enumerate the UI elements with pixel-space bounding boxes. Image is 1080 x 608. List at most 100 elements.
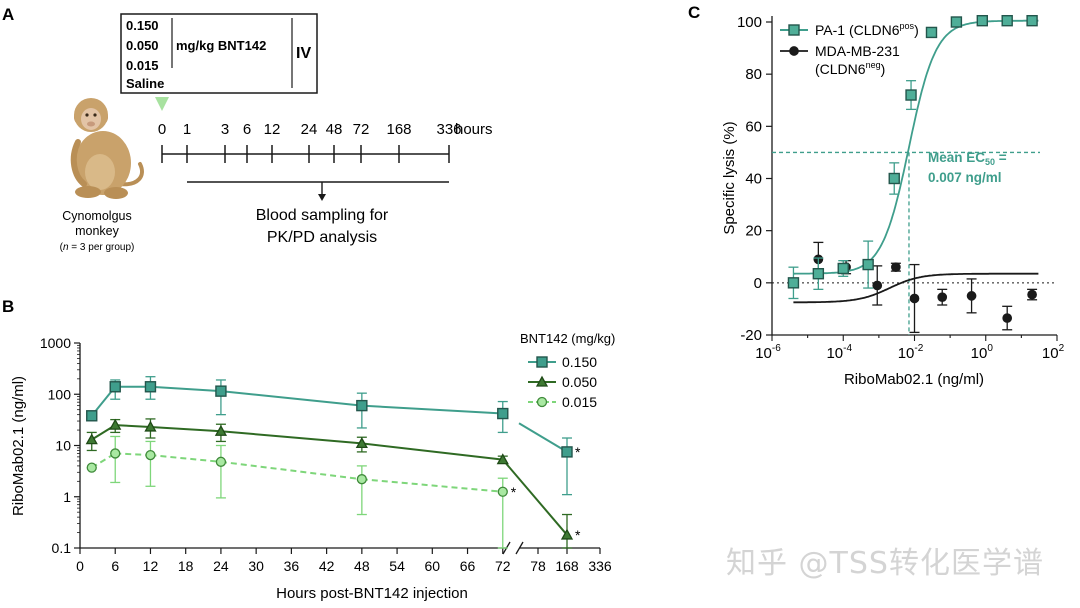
species-line2: monkey	[75, 224, 120, 238]
timeline-tick-label-8: 168	[386, 121, 411, 138]
dose-0015: 0.015	[126, 58, 159, 73]
b-xtick-label-4: 24	[213, 558, 229, 574]
b-significance-star: *	[511, 484, 517, 500]
b-break-mark-2	[515, 541, 524, 555]
c-point-0-0	[787, 277, 800, 289]
b-ylabel: RiboMab02.1 (ng/ml)	[10, 376, 27, 516]
c-xtick-label-3: 100	[971, 343, 994, 362]
c-series-1	[793, 241, 1039, 334]
c-legend-sup: pos	[900, 21, 915, 31]
timeline-tick-label-3: 6	[243, 121, 251, 138]
c-xtick-base: 10	[755, 345, 772, 362]
c-xtick-exp: -6	[772, 343, 781, 354]
c-point-0-7	[950, 16, 963, 28]
panel-a-letter: A	[2, 5, 14, 24]
b-ytick-label-4: 1000	[40, 335, 71, 351]
b-point-0.015-6	[110, 448, 121, 459]
c-point-1-7	[1002, 313, 1013, 323]
b-significance-star: *	[575, 444, 581, 460]
ec50-annotation-line1: Mean EC50 =	[928, 150, 1007, 167]
dose-unit: mg/kg BNT142	[176, 38, 266, 53]
timeline-tick-label-2: 3	[221, 121, 229, 138]
dose-0150: 0.150	[126, 18, 159, 33]
c-point-0-6	[925, 26, 938, 39]
b-point-0.015-24	[215, 456, 227, 467]
c-point-1-2	[872, 280, 883, 291]
ec50-annotation-line2: 0.007 ng/ml	[928, 170, 1002, 185]
b-xtick-label-13: 78	[530, 558, 546, 574]
species-line1: Cynomolgus	[62, 209, 131, 223]
group-size: (n = 3 per group)	[60, 242, 135, 253]
b-line-segment	[150, 425, 221, 433]
b-xtick-label-7: 42	[319, 558, 335, 574]
c-ytick-label-6: 100	[737, 14, 762, 31]
c-fit-curve	[793, 272, 1039, 304]
timeline-tick-label-4: 12	[264, 121, 281, 138]
c-legend-label-mda-line2: (CLDN6neg)	[815, 60, 885, 77]
timeline-tick-label-1: 1	[183, 121, 191, 138]
b-point-0.150-2	[86, 410, 98, 422]
timeline-unit: hours	[455, 121, 493, 138]
panel-c: C Specific lysis (%) RiboMab02.1 (ng/ml)…	[688, 3, 1065, 388]
b-xtick-label-14: 168	[555, 558, 579, 574]
b-point-0.150-12	[144, 381, 157, 393]
c-legend: PA-1 (CLDN6pos) MDA-MB-231(CLDN6neg)	[780, 21, 919, 77]
ec50-sub: 50	[985, 157, 995, 167]
timeline-tick-label-7: 72	[353, 121, 370, 138]
b-point-0.150-168	[561, 446, 573, 458]
dose-0050: 0.050	[126, 38, 159, 53]
injection-triangle-icon	[155, 97, 169, 111]
b-legend-label-0.050: 0.050	[562, 374, 597, 390]
c-series	[787, 14, 1039, 334]
b-line-segment	[361, 478, 503, 493]
b-legend-label-0.015: 0.015	[562, 394, 597, 410]
b-xtick-label-6: 36	[284, 558, 300, 574]
ec50-label: Mean EC	[928, 150, 985, 165]
b-xtick-label-8: 48	[354, 558, 370, 574]
panel-c-letter: C	[688, 3, 700, 22]
monkey-icon	[70, 98, 144, 199]
b-line-segment	[220, 430, 362, 445]
b-line-segment	[361, 404, 503, 415]
b-legend: 0.150 0.050 0.015	[528, 354, 597, 410]
c-ytick-label-1: 0	[754, 275, 762, 292]
c-ytick-label-2: 20	[745, 223, 762, 240]
b-ytick-label-0: 0.1	[52, 540, 72, 556]
c-xtick-exp: 0	[987, 343, 993, 354]
b-xtick-label-10: 60	[425, 558, 441, 574]
c-legend-label-mda: MDA-MB-231	[815, 43, 900, 59]
b-legend-marker-0.015	[536, 396, 548, 408]
timeline-tick-label-0: 0	[158, 121, 166, 138]
b-point-0.050-6	[109, 418, 122, 430]
c-series-0	[787, 14, 1039, 300]
b-point-0.015-12	[145, 449, 156, 461]
timeline-tick-label-6: 48	[326, 121, 343, 138]
watermark: 知乎 @TSS转化医学谱	[726, 546, 1044, 581]
c-point-0-8	[976, 14, 988, 27]
panel-b: B RiboMab02.1 (ng/ml) Hours post-BNT142 …	[2, 297, 615, 602]
b-xtick-label-15: 336	[588, 558, 612, 574]
b-line-segment	[115, 424, 151, 428]
b-ytick-label-1: 1	[63, 489, 71, 505]
c-point-1-5	[937, 292, 948, 303]
b-legend-label-0.150: 0.150	[562, 354, 597, 370]
c-xtick-base: 10	[1042, 345, 1059, 362]
c-point-0-2	[837, 262, 849, 275]
b-point-0.050-2	[85, 433, 98, 445]
b-line-segment	[518, 422, 568, 453]
c-legend-close2: )	[881, 61, 886, 77]
b-point-0.050-168	[560, 528, 574, 540]
c-legend-name2: (CLDN6	[815, 61, 866, 77]
b-line-segment	[150, 454, 222, 463]
c-xtick-label-1: 10-4	[826, 343, 852, 362]
c-ytick-label-4: 60	[745, 118, 762, 135]
c-point-1-6	[966, 291, 977, 301]
b-series-0.150: *	[86, 376, 581, 496]
b-legend-marker-0.050	[535, 375, 549, 387]
b-series: * * *	[85, 376, 581, 549]
b-point-0.050-72	[496, 453, 509, 465]
b-line-segment	[220, 460, 362, 481]
group-open: (	[60, 242, 64, 253]
c-legend-name: PA-1 (CLDN6	[815, 22, 900, 38]
